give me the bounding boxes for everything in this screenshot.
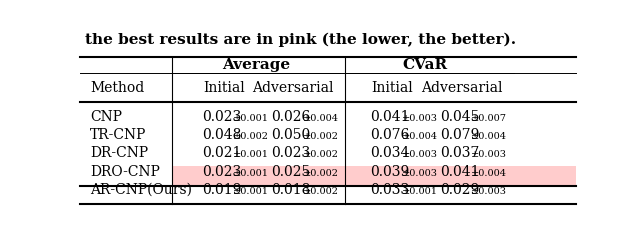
Text: 0.019: 0.019 [202, 183, 241, 197]
Text: ±0.007: ±0.007 [471, 114, 508, 123]
Bar [172, 166, 576, 186]
Text: ±0.002: ±0.002 [233, 132, 269, 141]
Text: 0.023: 0.023 [271, 146, 310, 160]
Text: DR-CNP: DR-CNP [90, 146, 148, 160]
Text: Method: Method [90, 81, 144, 95]
Text: ±0.003: ±0.003 [402, 150, 438, 159]
Text: ±0.002: ±0.002 [303, 169, 339, 178]
Text: ±0.001: ±0.001 [233, 150, 269, 159]
Text: TR-CNP: TR-CNP [90, 128, 147, 142]
Text: 0.026: 0.026 [271, 110, 310, 124]
Text: 0.034: 0.034 [371, 146, 410, 160]
Text: ±0.003: ±0.003 [471, 187, 508, 196]
Text: ±0.004: ±0.004 [303, 114, 339, 123]
Text: 0.021: 0.021 [202, 146, 241, 160]
Text: ±0.001: ±0.001 [402, 187, 438, 196]
Text: 0.033: 0.033 [371, 183, 410, 197]
Text: Average: Average [222, 58, 290, 72]
Text: 0.023: 0.023 [202, 110, 241, 124]
Text: Initial: Initial [203, 81, 244, 95]
Text: ±0.003: ±0.003 [402, 169, 438, 178]
Text: DRO-CNP: DRO-CNP [90, 165, 160, 179]
Text: ±0.002: ±0.002 [303, 132, 339, 141]
Text: Adversarial: Adversarial [253, 81, 334, 95]
Text: the best results are in pink (the lower, the better).: the best results are in pink (the lower,… [85, 32, 516, 47]
Text: 0.076: 0.076 [371, 128, 410, 142]
Text: ±0.003: ±0.003 [402, 114, 438, 123]
Text: ±0.001: ±0.001 [233, 114, 269, 123]
Text: 0.050: 0.050 [271, 128, 310, 142]
Text: 0.023: 0.023 [202, 165, 241, 179]
Text: 0.041: 0.041 [440, 165, 479, 179]
Text: ±0.004: ±0.004 [402, 132, 438, 141]
Text: AR-CNP(Ours): AR-CNP(Ours) [90, 183, 192, 197]
Text: ±0.004: ±0.004 [471, 132, 508, 141]
Text: CVaR: CVaR [402, 58, 447, 72]
Text: Initial: Initial [372, 81, 413, 95]
Text: ±0.003: ±0.003 [471, 150, 508, 159]
Text: ±0.002: ±0.002 [303, 150, 339, 159]
Text: 0.041: 0.041 [371, 110, 410, 124]
Text: ±0.004: ±0.004 [471, 169, 508, 178]
Text: Adversarial: Adversarial [421, 81, 502, 95]
Text: ±0.001: ±0.001 [233, 187, 269, 196]
Text: 0.048: 0.048 [202, 128, 241, 142]
Text: 0.018: 0.018 [271, 183, 310, 197]
Text: 0.029: 0.029 [440, 183, 479, 197]
Text: ±0.001: ±0.001 [233, 169, 269, 178]
Text: ±0.002: ±0.002 [303, 187, 339, 196]
Text: 0.025: 0.025 [271, 165, 310, 179]
Text: 0.079: 0.079 [440, 128, 479, 142]
Text: 0.039: 0.039 [371, 165, 410, 179]
Text: CNP: CNP [90, 110, 122, 124]
Text: 0.037: 0.037 [440, 146, 479, 160]
Text: 0.045: 0.045 [440, 110, 479, 124]
